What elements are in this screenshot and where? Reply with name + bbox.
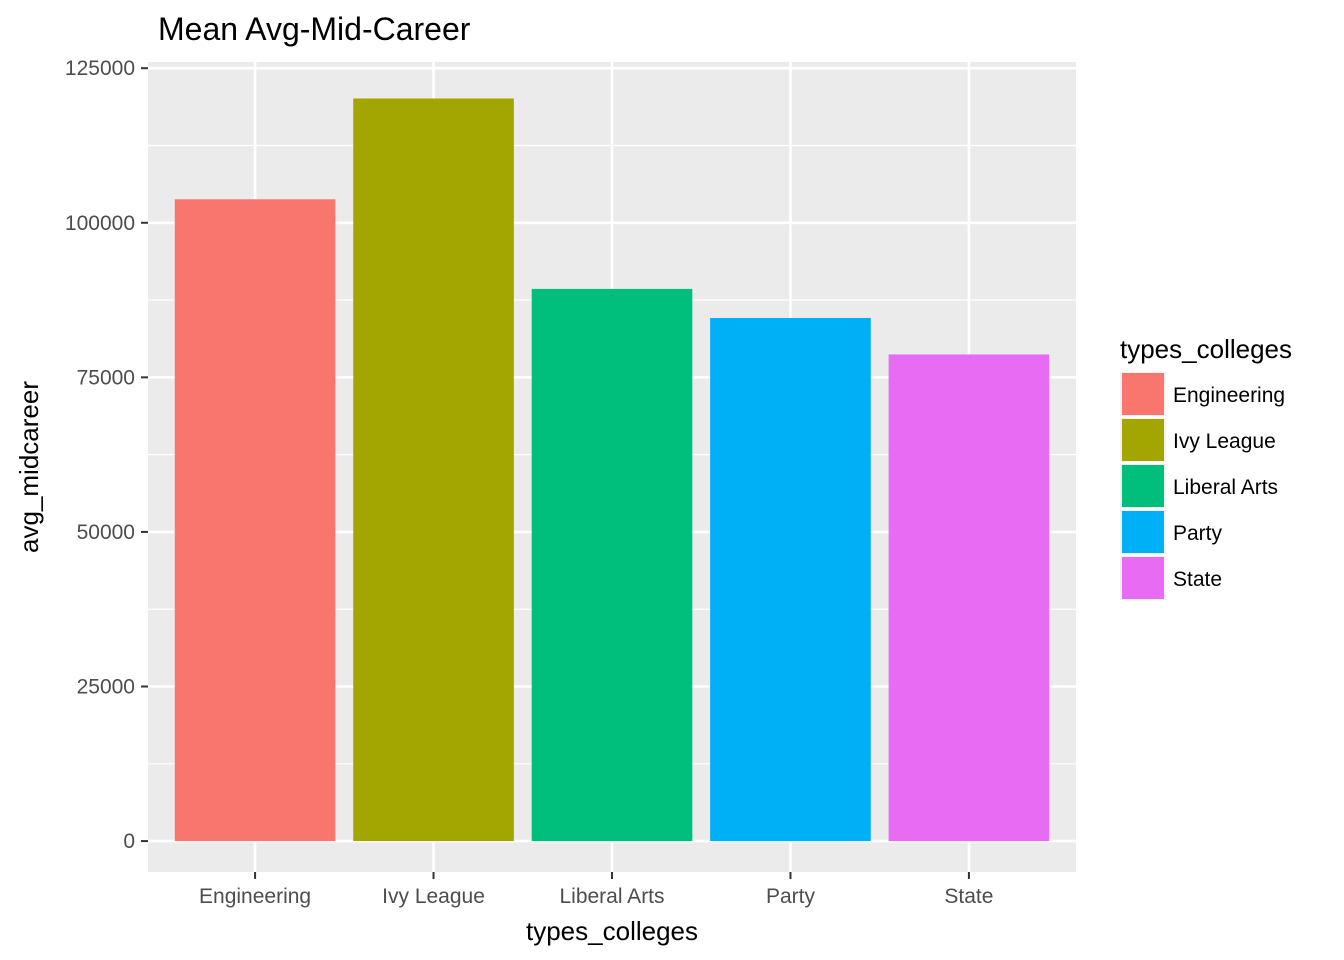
x-tick-label: Party (766, 885, 816, 908)
legend-swatch (1122, 511, 1164, 553)
legend-label: Ivy League (1173, 430, 1276, 453)
legend-label: Liberal Arts (1173, 476, 1278, 499)
legend-swatch (1122, 465, 1164, 507)
chart-title: Mean Avg-Mid-Career (158, 11, 471, 47)
bar (888, 354, 1050, 842)
bars (174, 98, 1050, 842)
x-tick-label: Liberal Arts (559, 885, 664, 908)
y-tick-label: 100000 (65, 212, 135, 235)
y-axis-title: avg_midcareer (14, 381, 44, 553)
legend: types_colleges Engineering Ivy League Libe… (1120, 334, 1292, 600)
bar (174, 199, 336, 842)
legend-swatch (1122, 557, 1164, 599)
x-tick-label: Engineering (199, 885, 311, 908)
x-axis-title: types_colleges (526, 916, 698, 946)
bar (353, 98, 514, 842)
x-axis: Engineering Ivy League Liberal Arts Party St… (199, 872, 993, 908)
legend-swatch (1122, 419, 1164, 461)
y-axis: 0 25000 50000 75000 100000 125000 (65, 57, 148, 853)
y-tick-label: 50000 (77, 521, 135, 544)
bar (710, 317, 871, 842)
legend-title: types_colleges (1120, 334, 1292, 364)
legend-label: Engineering (1173, 384, 1285, 407)
bar (531, 288, 693, 842)
y-tick-label: 25000 (77, 676, 135, 699)
legend-label: Party (1173, 522, 1223, 545)
legend-swatch (1122, 373, 1164, 415)
x-tick-label: Ivy League (382, 885, 485, 908)
legend-label: State (1173, 568, 1222, 591)
y-tick-label: 75000 (77, 366, 135, 389)
y-tick-label: 0 (123, 830, 135, 853)
x-tick-label: State (944, 885, 993, 908)
y-tick-label: 125000 (65, 57, 135, 80)
